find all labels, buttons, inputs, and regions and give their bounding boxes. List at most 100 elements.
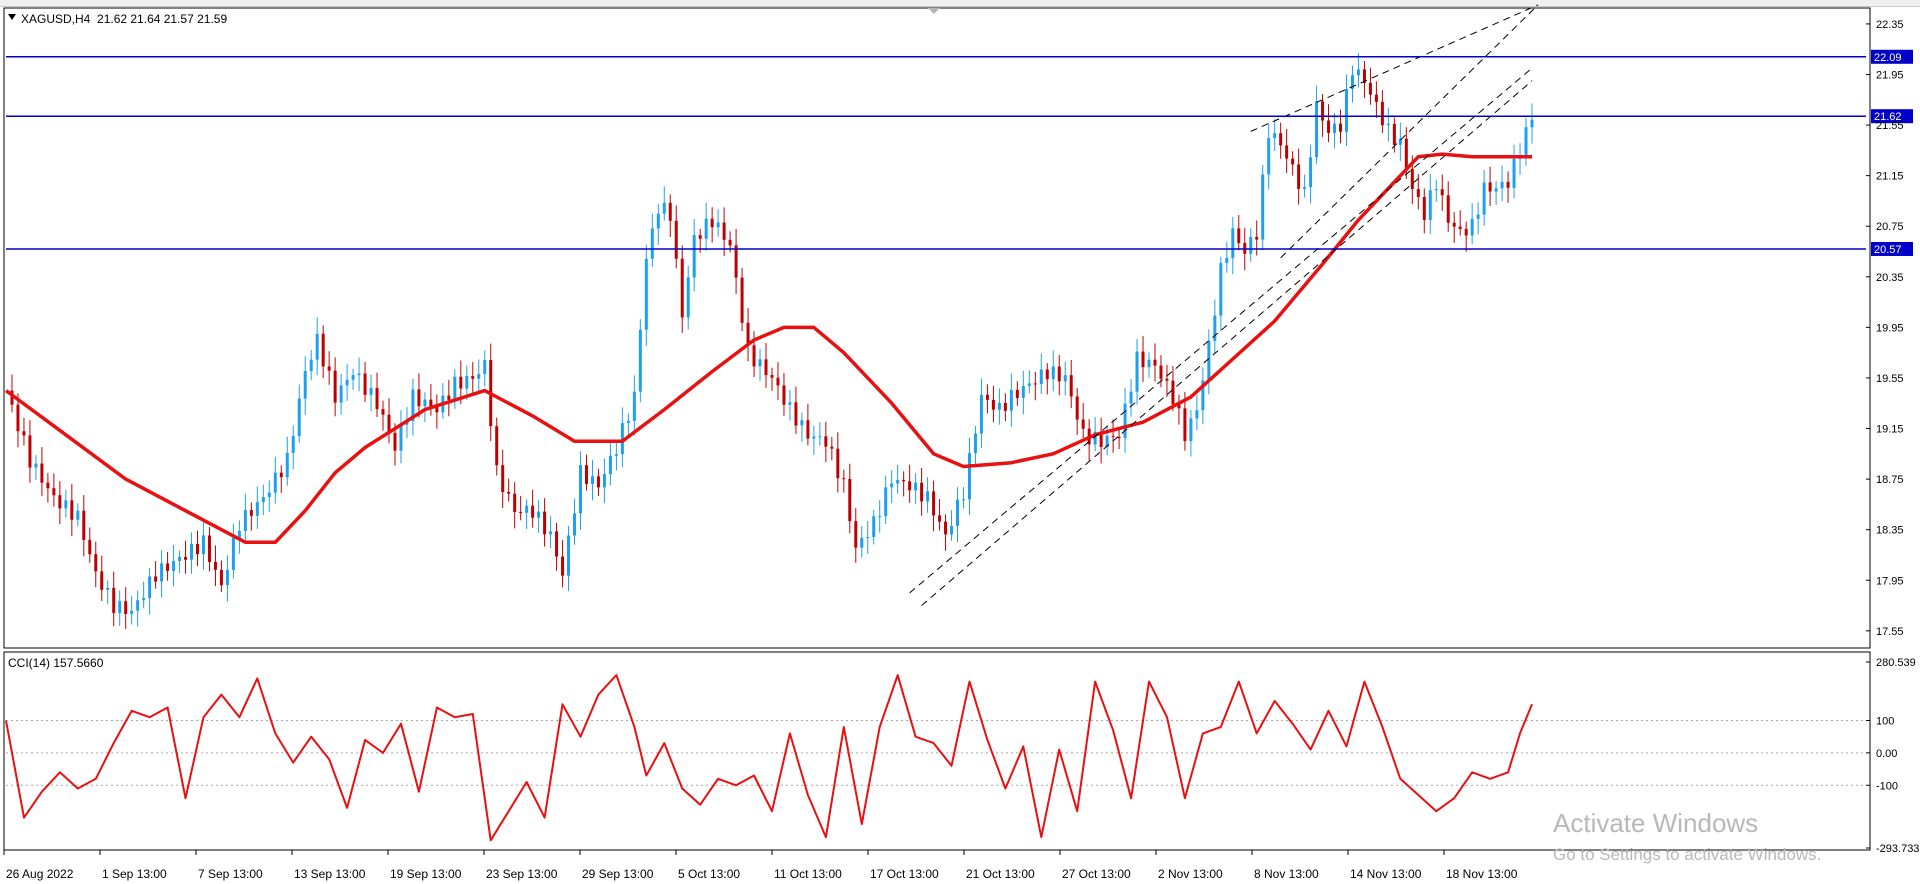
candle-body <box>698 235 702 239</box>
candle-body <box>429 399 433 407</box>
candle-body <box>315 333 319 360</box>
time-tick-label: 17 Oct 13:00 <box>870 867 939 881</box>
candle-body <box>1464 228 1468 236</box>
candle-body <box>345 379 349 386</box>
candle-body <box>914 482 918 491</box>
candle-body <box>1093 431 1097 445</box>
candle-body <box>674 220 678 259</box>
candle-body <box>746 322 750 346</box>
candle-body <box>944 521 948 535</box>
price-tick-label: 18.35 <box>1876 525 1904 537</box>
candle-body <box>201 535 205 555</box>
candle-body <box>136 600 140 611</box>
candle-body <box>1159 365 1163 379</box>
candle-body <box>758 359 762 367</box>
candle-body <box>537 511 541 518</box>
top-toolbar-strip <box>0 0 1920 7</box>
candle-body <box>243 509 247 531</box>
price-tick-label: 20.35 <box>1876 272 1904 284</box>
candle-body <box>303 370 307 399</box>
horizontal-levels: 22.09 21.62 20.57 <box>6 49 1913 256</box>
candle-body <box>728 239 732 246</box>
candle-body <box>740 277 744 323</box>
level-price-label: 22.09 <box>1874 52 1902 64</box>
candle-body <box>1129 391 1133 404</box>
candle-body <box>1267 138 1271 175</box>
candle-body <box>1105 435 1109 447</box>
candle-body <box>884 487 888 517</box>
candle-body <box>1057 366 1061 382</box>
candle-body <box>812 436 816 439</box>
candle-body <box>363 373 367 395</box>
candle-body <box>82 510 86 540</box>
candle-body <box>1195 410 1199 419</box>
candle-body <box>1273 133 1277 139</box>
candle-body <box>1368 82 1372 95</box>
candle-body <box>1249 236 1253 254</box>
time-tick-label: 8 Nov 13:00 <box>1254 867 1319 881</box>
candle-body <box>830 446 834 449</box>
candle-body <box>1470 218 1474 236</box>
candle-body <box>46 482 50 489</box>
candle-body <box>1015 389 1019 398</box>
candle-body <box>602 474 606 488</box>
candle-body <box>10 390 14 405</box>
candle-body <box>644 258 648 330</box>
candle-body <box>501 465 505 492</box>
candle-body <box>620 423 624 455</box>
candle-body <box>1063 375 1067 382</box>
candle-body <box>710 218 714 228</box>
trendline <box>1280 4 1539 259</box>
candle-body <box>860 537 864 548</box>
candle-body <box>327 366 331 371</box>
candle-body <box>573 513 577 536</box>
candle-body <box>549 531 553 535</box>
candle-body <box>979 394 983 434</box>
cci-tick-label: 100 <box>1876 715 1894 727</box>
candle-body <box>590 476 594 484</box>
candle-body <box>357 373 361 376</box>
moving-average-line <box>4 152 1532 545</box>
price-tick-label: 19.55 <box>1876 373 1904 385</box>
collapse-triangle-icon[interactable] <box>8 14 16 20</box>
candle-body <box>100 571 104 590</box>
candle-body <box>267 492 271 498</box>
time-tick-label: 18 Nov 13:00 <box>1446 867 1518 881</box>
time-tick-label: 27 Oct 13:00 <box>1062 867 1131 881</box>
candle-body <box>770 375 774 378</box>
cci-tick-label: 0.00 <box>1876 748 1897 760</box>
candle-body <box>1416 189 1420 198</box>
level-price-tag <box>1871 49 1913 64</box>
price-tick-label: 21.15 <box>1876 171 1904 183</box>
candle-body <box>686 277 690 318</box>
time-tick-label: 7 Sep 13:00 <box>198 867 263 881</box>
level-price-tag <box>1871 241 1913 256</box>
candle-body <box>1410 168 1414 190</box>
candle-body <box>1099 431 1103 447</box>
level-price-label: 21.62 <box>1874 111 1902 123</box>
price-tick-label: 17.55 <box>1876 626 1904 638</box>
price-tick-label: 22.35 <box>1876 19 1904 31</box>
candle-body <box>477 374 481 379</box>
candle-body <box>806 420 810 439</box>
candle-body <box>1207 340 1211 381</box>
candle-body <box>1291 158 1295 165</box>
candle-body <box>1333 123 1337 133</box>
candle-body <box>273 472 277 493</box>
candle-body <box>1075 396 1079 420</box>
time-tick-label: 26 Aug 2022 <box>6 867 74 881</box>
candle-body <box>842 478 846 480</box>
candle-body <box>525 505 529 513</box>
candle-body <box>932 491 936 516</box>
scroll-marker-icon[interactable] <box>928 8 940 14</box>
cci-layer <box>5 674 1533 842</box>
candle-body <box>1189 418 1193 442</box>
trendline-layer <box>909 4 1539 606</box>
time-tick-label: 1 Sep 13:00 <box>102 867 167 881</box>
candle-body <box>495 426 499 466</box>
candle-body <box>261 497 265 503</box>
candle-body <box>848 478 852 522</box>
candle-body <box>219 569 223 586</box>
moving-average-layer <box>4 152 1532 545</box>
